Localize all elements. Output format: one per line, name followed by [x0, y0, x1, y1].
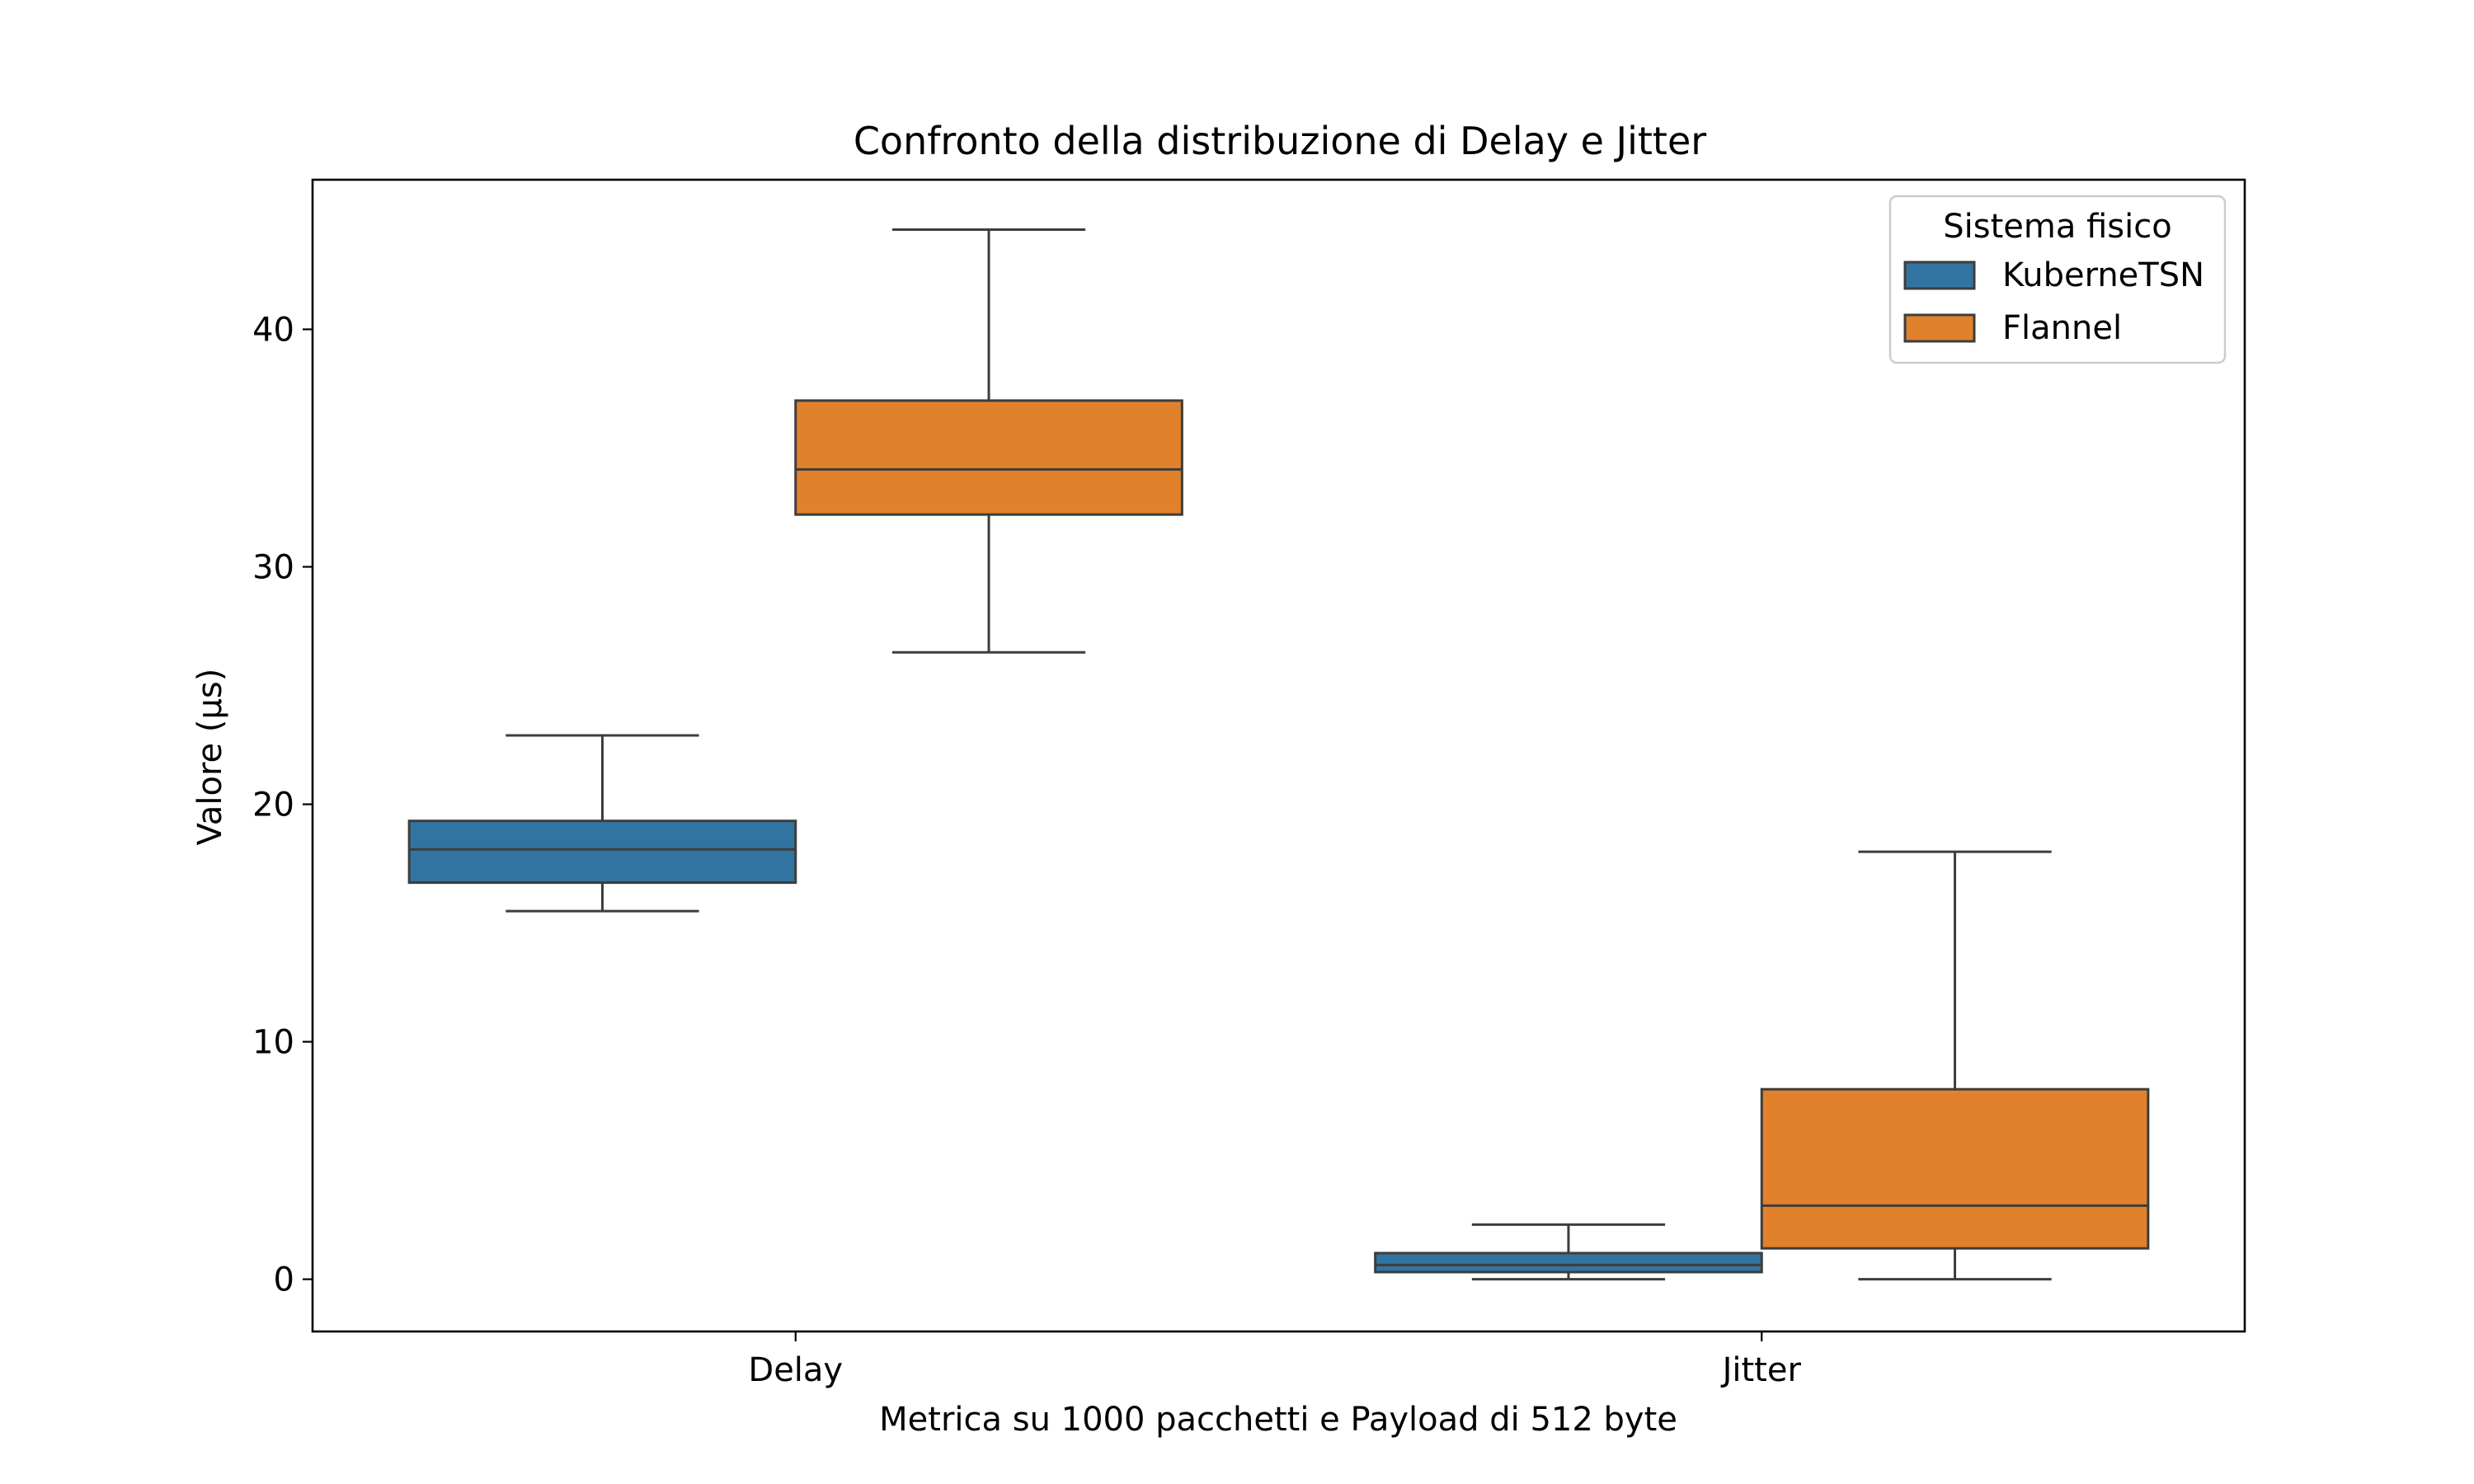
chart-title: Confronto della distribuzione di Delay e…: [854, 119, 1706, 163]
legend-label-kubernetsn: KuberneTSN: [2002, 256, 2204, 294]
x-tick-label: Delay: [748, 1351, 843, 1389]
y-tick-label: 0: [274, 1261, 294, 1299]
legend-swatch-kubernetsn: [1903, 261, 1976, 290]
box-body: [1374, 1252, 1763, 1274]
legend-swatch-flannel: [1903, 313, 1976, 343]
y-tick-label: 10: [252, 1024, 294, 1062]
x-axis: Delay Jitter: [748, 1331, 1801, 1389]
legend: Sistema fisico KuberneTSN Flannel: [1888, 195, 2227, 364]
legend-items: KuberneTSN Flannel: [1903, 256, 2204, 347]
y-tick-label: 20: [252, 787, 294, 824]
box-kubernetsn-delay: [407, 734, 797, 913]
box-flannel-jitter: [1760, 850, 2150, 1281]
x-tick-label: Jitter: [1720, 1351, 1802, 1389]
y-tick-label: 40: [252, 311, 294, 349]
x-axis-label: Metrica su 1000 pacchetti e Payload di 5…: [879, 1401, 1677, 1439]
y-tick-label: 30: [252, 549, 294, 587]
legend-title: Sistema fisico: [1943, 208, 2171, 246]
legend-label-flannel: Flannel: [2002, 309, 2122, 347]
plot-area-frame: [311, 178, 2246, 1333]
box-body: [794, 399, 1183, 516]
y-axis: 0 10 20 30 40: [252, 311, 313, 1299]
box-body: [407, 819, 797, 885]
box-flannel-delay: [794, 228, 1183, 654]
box-kubernetsn-jitter: [1374, 1223, 1763, 1281]
box-body: [1760, 1087, 2150, 1250]
plot-marks: [407, 228, 2150, 1281]
y-axis-label: Valore (µs): [191, 669, 229, 846]
